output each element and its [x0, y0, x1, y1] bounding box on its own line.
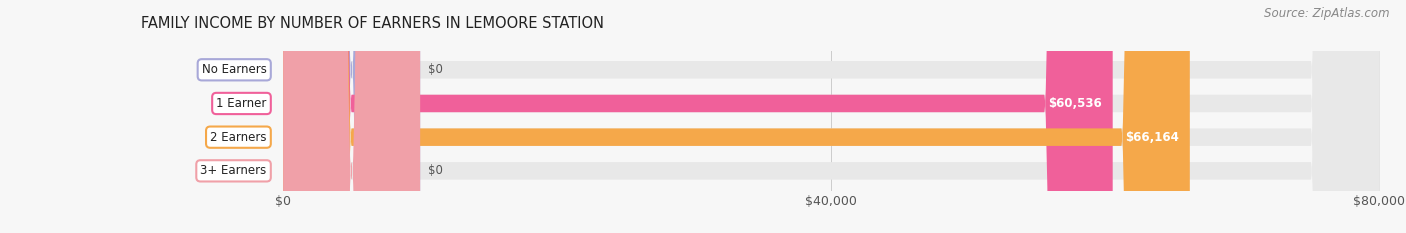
FancyBboxPatch shape: [283, 0, 420, 233]
FancyBboxPatch shape: [283, 0, 1112, 233]
Text: 3+ Earners: 3+ Earners: [201, 164, 267, 177]
FancyBboxPatch shape: [283, 0, 1189, 233]
FancyBboxPatch shape: [283, 0, 1379, 233]
Text: Source: ZipAtlas.com: Source: ZipAtlas.com: [1264, 7, 1389, 20]
FancyBboxPatch shape: [283, 0, 1379, 233]
FancyBboxPatch shape: [283, 0, 420, 233]
Text: 1 Earner: 1 Earner: [217, 97, 267, 110]
Text: No Earners: No Earners: [202, 63, 267, 76]
FancyBboxPatch shape: [283, 0, 1379, 233]
Text: $0: $0: [429, 164, 443, 177]
Text: $66,164: $66,164: [1125, 131, 1178, 144]
Text: $0: $0: [429, 63, 443, 76]
FancyBboxPatch shape: [283, 0, 1379, 233]
Text: FAMILY INCOME BY NUMBER OF EARNERS IN LEMOORE STATION: FAMILY INCOME BY NUMBER OF EARNERS IN LE…: [141, 16, 603, 31]
Text: $60,536: $60,536: [1047, 97, 1102, 110]
Text: 2 Earners: 2 Earners: [209, 131, 267, 144]
